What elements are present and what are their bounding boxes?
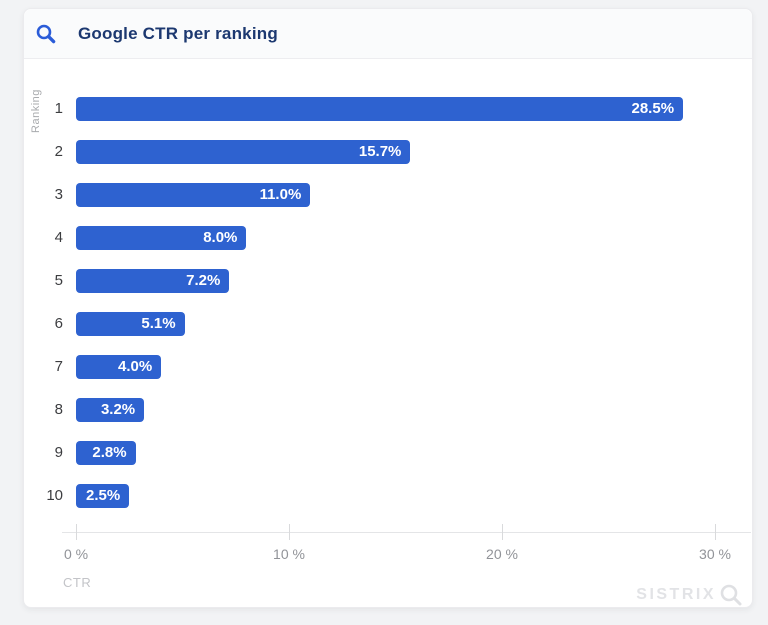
x-tick <box>502 524 503 540</box>
x-tick <box>76 524 77 540</box>
brand-logo: SISTRIX <box>636 583 743 607</box>
bar[interactable]: 7.2% <box>76 268 230 293</box>
bar-value-label: 4.0% <box>117 358 153 375</box>
bar-value-label: 3.2% <box>100 401 136 418</box>
rank-label: 10 <box>46 487 63 504</box>
x-tick-label: 20 % <box>486 546 518 562</box>
bar-value-label: 2.8% <box>92 444 127 461</box>
bar[interactable]: 2.5% <box>76 483 130 508</box>
chart-rows: 1 28.5% 2 15.7% 3 11.0% 4 8.0% 5 7.2% 6 5.1% 7 4.0% 8 3… <box>24 87 752 517</box>
bar[interactable]: 28.5% <box>76 96 684 121</box>
card-header: Google CTR per ranking <box>24 9 752 59</box>
bar[interactable]: 11.0% <box>76 182 311 207</box>
x-axis-label: CTR <box>63 575 92 590</box>
bar[interactable]: 4.0% <box>76 354 162 379</box>
x-tick <box>715 524 716 540</box>
rank-label: 1 <box>54 100 63 117</box>
bar[interactable]: 15.7% <box>76 139 411 164</box>
rank-label: 5 <box>54 272 63 289</box>
chart-row: 4 8.0% <box>24 216 752 259</box>
chart-row: 2 15.7% <box>24 130 752 173</box>
bar-value-label: 5.1% <box>141 315 176 332</box>
rank-label: 3 <box>54 186 63 203</box>
bar[interactable]: 5.1% <box>76 311 185 336</box>
rank-label: 7 <box>54 358 63 375</box>
chart-card: Google CTR per ranking Ranking 1 28.5% 2 15… <box>23 8 753 608</box>
bar[interactable]: 3.2% <box>76 397 145 422</box>
bar-value-label: 8.0% <box>203 229 238 246</box>
chart-area: Ranking 1 28.5% 2 15.7% 3 11.0% 4 8.0% 5 7.2% 6 5.1… <box>24 59 752 607</box>
chart-row: 6 5.1% <box>24 302 752 345</box>
chart-row: 7 4.0% <box>24 345 752 388</box>
x-tick-label: 30 % <box>699 546 731 562</box>
search-icon <box>36 24 56 43</box>
bar[interactable]: 2.8% <box>76 440 136 465</box>
chart-row: 8 3.2% <box>24 388 752 431</box>
bar-value-label: 2.5% <box>86 487 121 504</box>
x-tick-label: 10 % <box>273 546 305 562</box>
rank-label: 8 <box>54 401 63 418</box>
rank-label: 9 <box>54 444 63 461</box>
bar-value-label: 28.5% <box>631 100 675 117</box>
bar-value-label: 11.0% <box>259 186 302 203</box>
chart-row: 9 2.8% <box>24 431 752 474</box>
chart-row: 5 7.2% <box>24 259 752 302</box>
page-title: Google CTR per ranking <box>78 23 278 43</box>
bar-value-label: 15.7% <box>358 143 402 160</box>
x-tick-label: 0 % <box>63 546 89 562</box>
bar[interactable]: 8.0% <box>76 225 247 250</box>
brand-name: SISTRIX <box>636 586 716 603</box>
chart-row: 10 2.5% <box>24 474 752 517</box>
bar-value-label: 7.2% <box>186 272 221 289</box>
magnifier-icon <box>720 584 742 606</box>
rank-label: 4 <box>54 229 63 246</box>
x-tick <box>289 524 290 540</box>
rank-label: 6 <box>54 315 63 332</box>
chart-row: 3 11.0% <box>24 173 752 216</box>
x-axis-line <box>62 532 751 533</box>
chart-row: 1 28.5% <box>24 87 752 130</box>
rank-label: 2 <box>54 143 63 160</box>
